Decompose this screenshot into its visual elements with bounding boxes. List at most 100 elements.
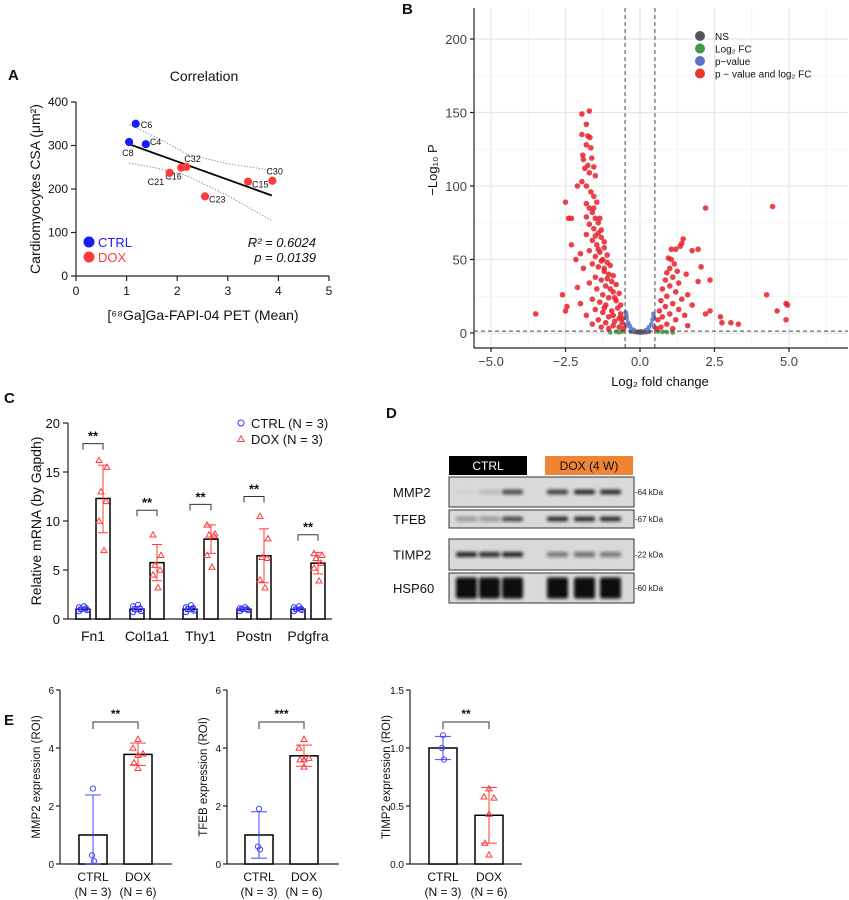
y-tick-label: 4 xyxy=(48,744,54,755)
volcano-point-p-value-and-log-fc xyxy=(677,243,684,250)
volcano-point-p-value-and-log-fc xyxy=(717,314,724,320)
legend-marker xyxy=(695,31,705,41)
volcano-point-p-value-and-log-fc xyxy=(591,164,597,170)
y-tick-label: 200 xyxy=(445,32,467,47)
panel-label: A xyxy=(8,67,19,84)
volcano-point-p-value-and-log-fc xyxy=(668,256,675,263)
volcano-point-p-value-and-log-fc xyxy=(610,272,616,279)
blot-band xyxy=(502,577,523,599)
y-tick-label: 6 xyxy=(215,686,221,697)
significance-bracket xyxy=(92,721,139,729)
point-label: C4 xyxy=(150,137,162,147)
volcano-point-p-value-and-log-fc xyxy=(588,189,594,195)
volcano-point-p-value-and-log-fc xyxy=(580,156,587,163)
volcano-point-p-value-and-log-fc xyxy=(605,314,612,320)
r-squared: R² = 0.6024 xyxy=(248,235,316,250)
volcano-point-p-value-and-log-fc xyxy=(695,278,701,285)
y-axis-label: MMP2 expression (ROI) xyxy=(31,715,43,839)
data-point xyxy=(149,570,157,578)
volcano-point-p-value-and-log-fc xyxy=(583,183,590,189)
volcano-point-p-value-and-log-fc xyxy=(579,152,586,158)
protein-label: HSP60 xyxy=(393,581,434,596)
kda-marker: -67 kDa xyxy=(635,515,664,524)
legend-marker xyxy=(695,68,705,79)
volcano-point-p-value-and-log-fc xyxy=(592,233,599,239)
data-point xyxy=(102,497,110,505)
volcano-point-p-value-and-log-fc xyxy=(608,278,615,285)
volcano-point-p-value xyxy=(646,324,652,330)
data-point xyxy=(157,551,165,559)
volcano-point-p-value-and-log-fc xyxy=(595,219,602,226)
point-label: C6 xyxy=(141,120,153,130)
legend-label: NS xyxy=(715,32,729,43)
volcano-point-p-value-and-log-fc xyxy=(592,215,599,222)
volcano-point-p-value-and-log-fc xyxy=(707,277,713,283)
blot-band xyxy=(600,552,621,557)
data-point-C15 xyxy=(243,177,253,186)
volcano-point-p-value-and-log-fc xyxy=(587,134,593,141)
volcano-point-p-value-and-log-fc xyxy=(672,246,679,253)
significance-bracket xyxy=(297,534,319,541)
volcano-point-p-value-and-log-fc xyxy=(593,199,600,205)
blot-band xyxy=(479,577,500,599)
data-point-C16 xyxy=(177,163,186,172)
y-tick-label: 0 xyxy=(460,326,467,341)
legend-marker xyxy=(83,251,95,263)
y-tick-label: 20 xyxy=(46,416,60,431)
volcano-point-p-value-and-log-fc xyxy=(656,308,663,314)
volcano-point-p-value-and-log-fc xyxy=(607,262,613,269)
kda-marker: -60 kDa xyxy=(635,584,664,593)
volcano-point-p-value-and-log-fc xyxy=(591,193,597,200)
y-tick-label: 2 xyxy=(48,802,54,813)
y-tick-label: 5 xyxy=(53,563,60,578)
data-point xyxy=(256,512,264,519)
volcano-point-p-value-and-log-fc xyxy=(582,165,588,172)
volcano-point-p-value-and-log-fc xyxy=(667,311,673,317)
panel-label: E xyxy=(4,712,14,729)
volcano-point-p-value-and-log-fc xyxy=(617,302,624,308)
volcano-point-p-value-and-log-fc xyxy=(592,172,599,179)
x-tick-label: 3 xyxy=(224,284,231,298)
volcano-point-p-value-and-log-fc xyxy=(728,319,734,326)
data-point xyxy=(480,792,488,800)
volcano-point-p-value-and-log-fc xyxy=(588,155,595,161)
confidence-band-lower xyxy=(129,162,273,222)
data-point-C6 xyxy=(131,119,140,128)
y-tick-label: 0 xyxy=(48,860,54,871)
y-tick-label: 200 xyxy=(48,182,68,196)
volcano-point-p-value-and-log-fc xyxy=(596,299,603,305)
data-point xyxy=(88,852,96,859)
volcano-point-p-value-and-log-fc xyxy=(662,277,669,283)
blot-band xyxy=(574,516,595,522)
volcano-point-p-value-and-log-fc xyxy=(586,108,593,114)
volcano-point-p-value-and-log-fc xyxy=(577,300,584,307)
y-tick-label: 2 xyxy=(215,802,221,813)
volcano-point-p-value-and-log-fc xyxy=(681,312,688,319)
x-tick-label: Thy1 xyxy=(185,628,216,644)
x-tick-label: Fn1 xyxy=(81,628,105,644)
legend-label: Log₂ FC xyxy=(715,45,752,56)
x-tick-sublabel: (N = 3) xyxy=(240,885,277,899)
volcano-point-p-value-and-log-fc xyxy=(595,264,602,270)
x-tick-label: 1 xyxy=(123,284,130,298)
significance-bracket xyxy=(442,721,490,729)
volcano-point-p-value-and-log-fc xyxy=(689,247,695,254)
bar-dox xyxy=(289,755,319,865)
x-tick-label: CTRL xyxy=(427,870,459,884)
data-point xyxy=(310,549,318,557)
regression-line xyxy=(128,143,273,197)
volcano-point-p-value-and-log-fc xyxy=(672,289,679,295)
volcano-point-p-value-and-log-fc xyxy=(602,319,609,326)
volcano-point-p-value-and-log-fc xyxy=(616,290,622,297)
protein-label: TIMP2 xyxy=(393,548,431,563)
volcano-point-p-value-and-log-fc xyxy=(608,308,615,314)
x-tick-label: 0 xyxy=(73,284,80,298)
volcano-point-p-value-and-log-fc xyxy=(678,296,685,302)
y-tick-label: 100 xyxy=(48,226,68,240)
data-point xyxy=(130,758,138,766)
volcano-point-p-value-and-log-fc xyxy=(605,325,612,332)
y-tick-label: 400 xyxy=(48,95,68,109)
volcano-point-p-value-and-log-fc xyxy=(616,324,622,330)
volcano-point-p-value-and-log-fc xyxy=(599,309,606,316)
data-point xyxy=(89,785,97,792)
